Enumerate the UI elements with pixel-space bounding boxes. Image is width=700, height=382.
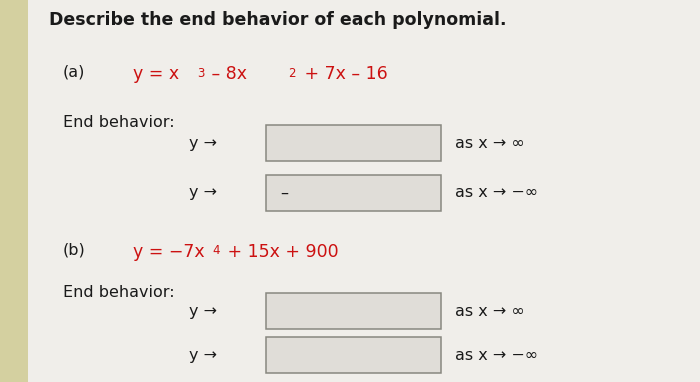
FancyBboxPatch shape — [266, 125, 441, 161]
Text: (b): (b) — [63, 243, 85, 257]
Text: – 8x: – 8x — [206, 65, 248, 83]
Text: (a): (a) — [63, 65, 85, 80]
Text: 2: 2 — [288, 67, 296, 80]
Text: as x → ∞: as x → ∞ — [455, 136, 525, 151]
Text: y →: y → — [189, 348, 217, 363]
Text: End behavior:: End behavior: — [63, 285, 174, 299]
Text: y →: y → — [189, 136, 217, 151]
Text: Describe the end behavior of each polynomial.: Describe the end behavior of each polyno… — [49, 11, 507, 29]
FancyBboxPatch shape — [266, 337, 441, 374]
Text: 4: 4 — [213, 244, 220, 257]
Text: y = x: y = x — [133, 65, 179, 83]
Text: –: – — [280, 185, 288, 201]
Text: End behavior:: End behavior: — [63, 115, 174, 129]
Text: y →: y → — [189, 304, 217, 319]
FancyBboxPatch shape — [266, 175, 441, 211]
Text: as x → −∞: as x → −∞ — [455, 185, 538, 201]
Text: as x → ∞: as x → ∞ — [455, 304, 525, 319]
Text: + 15x + 900: + 15x + 900 — [222, 243, 339, 261]
Text: y →: y → — [189, 185, 217, 201]
FancyBboxPatch shape — [266, 293, 441, 329]
Text: as x → −∞: as x → −∞ — [455, 348, 538, 363]
Text: y = −7x: y = −7x — [133, 243, 204, 261]
Text: 3: 3 — [197, 67, 204, 80]
Text: + 7x – 16: + 7x – 16 — [299, 65, 388, 83]
